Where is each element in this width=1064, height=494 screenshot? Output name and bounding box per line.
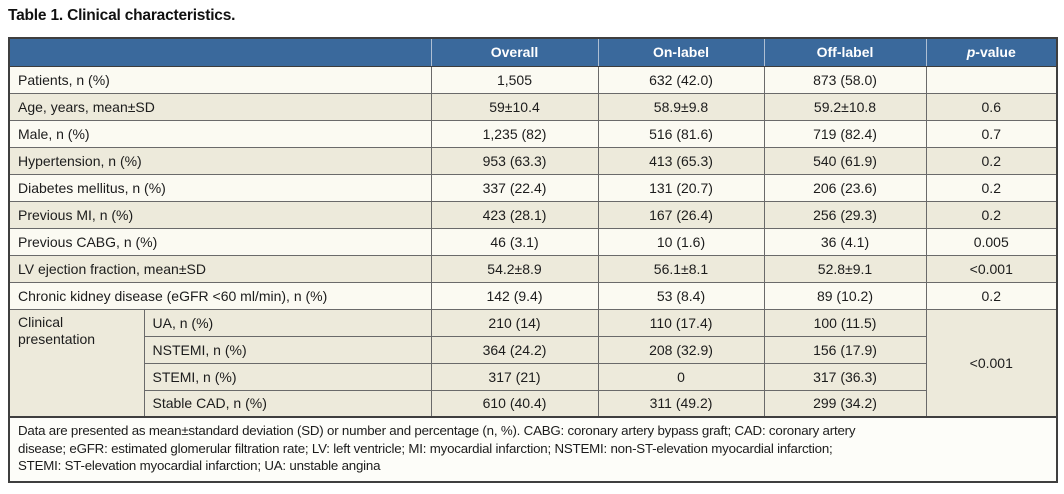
- off-label-value: 59.2±10.8: [763, 92, 927, 121]
- off-label-value: 299 (34.2): [763, 389, 927, 418]
- footnote-row: Data are presented as mean±standard devi…: [8, 416, 1058, 482]
- footnote-cell: Data are presented as mean±standard devi…: [8, 416, 1058, 482]
- p-value: <0.001: [925, 254, 1058, 283]
- table-title: Table 1. Clinical characteristics.: [8, 7, 236, 24]
- row-label: LV ejection fraction, mean±SD: [8, 254, 432, 283]
- table-row-previous-mi: Previous MI, n (%) 423 (28.1) 167 (26.4)…: [8, 200, 1058, 229]
- on-label-value: 0: [597, 362, 765, 391]
- group-p-value: <0.001: [925, 308, 1058, 418]
- table-header: Overall On-label Off-label p-value: [9, 38, 1057, 67]
- table-row-hypertension: Hypertension, n (%) 953 (63.3) 413 (65.3…: [8, 146, 1058, 175]
- table-row-clinical-ua: Clinical presentation UA, n (%) 210 (14)…: [8, 308, 1058, 418]
- on-label-value: 110 (17.4): [597, 308, 765, 337]
- table-row-lv-ejection: LV ejection fraction, mean±SD 54.2±8.9 5…: [8, 254, 1058, 283]
- on-label-value: 10 (1.6): [597, 227, 765, 256]
- table-row-previous-cabg: Previous CABG, n (%) 46 (3.1) 10 (1.6) 3…: [8, 227, 1058, 256]
- on-label-value: 516 (81.6): [597, 119, 765, 148]
- footnote-line: Data are presented as mean±standard devi…: [18, 423, 856, 438]
- row-label: Patients, n (%): [8, 65, 432, 94]
- table-row-clinical-stemi: STEMI, n (%) 317 (21) 0 317 (36.3): [9, 362, 1057, 391]
- off-label-value: 156 (17.9): [763, 335, 927, 364]
- off-label-value: 540 (61.9): [763, 146, 927, 175]
- table-row-clinical-nstemi: NSTEMI, n (%) 364 (24.2) 208 (32.9) 156 …: [9, 335, 1057, 364]
- on-label-value: 413 (65.3): [597, 146, 765, 175]
- overall-value: 1,505: [430, 65, 599, 94]
- overall-value: 610 (40.4): [430, 389, 599, 418]
- p-value: [925, 65, 1058, 94]
- on-label-value: 632 (42.0): [597, 65, 765, 94]
- row-label: Age, years, mean±SD: [8, 92, 432, 121]
- overall-value: 210 (14): [430, 308, 599, 337]
- on-label-value: 167 (26.4): [597, 200, 765, 229]
- off-label-value: 873 (58.0): [763, 65, 927, 94]
- on-label-value: 56.1±8.1: [597, 254, 765, 283]
- header-row: Overall On-label Off-label p-value: [9, 38, 1057, 67]
- off-label-value: 36 (4.1): [763, 227, 927, 256]
- overall-value: 364 (24.2): [430, 335, 599, 364]
- off-label-value: 719 (82.4): [763, 119, 927, 148]
- p-value-italic-p: p: [966, 44, 976, 61]
- overall-value: 54.2±8.9: [430, 254, 599, 283]
- table-row-age: Age, years, mean±SD 59±10.4 58.9±9.8 59.…: [8, 92, 1058, 121]
- on-label-value: 208 (32.9): [597, 335, 765, 364]
- off-label-value: 89 (10.2): [763, 281, 927, 310]
- row-label: Previous MI, n (%): [8, 200, 432, 229]
- p-value: 0.2: [925, 146, 1058, 175]
- sub-row-label: NSTEMI, n (%): [143, 335, 432, 364]
- off-label-value: 52.8±9.1: [763, 254, 927, 283]
- overall-value: 423 (28.1): [430, 200, 599, 229]
- p-value: 0.005: [925, 227, 1058, 256]
- table-row-chronic-kidney: Chronic kidney disease (eGFR <60 ml/min)…: [8, 281, 1058, 310]
- overall-value: 142 (9.4): [430, 281, 599, 310]
- sub-row-label: Stable CAD, n (%): [143, 389, 432, 418]
- overall-value: 337 (22.4): [430, 173, 599, 202]
- off-label-value: 206 (23.6): [763, 173, 927, 202]
- row-label: Diabetes mellitus, n (%): [8, 173, 432, 202]
- header-p-value: p-value: [925, 38, 1057, 67]
- overall-value: 953 (63.3): [430, 146, 599, 175]
- group-label-clinical-presentation: Clinical presentation: [8, 308, 145, 418]
- header-off-label: Off-label: [763, 38, 926, 67]
- footnote-line: disease; eGFR: estimated glomerular filt…: [18, 440, 833, 456]
- clinical-characteristics-table: Overall On-label Off-label p-value Patie…: [8, 37, 1058, 483]
- table-row-diabetes: Diabetes mellitus, n (%) 337 (22.4) 131 …: [8, 173, 1058, 202]
- overall-value: 1,235 (82): [430, 119, 599, 148]
- sub-row-label: STEMI, n (%): [143, 362, 432, 391]
- row-label: Hypertension, n (%): [8, 146, 432, 175]
- overall-value: 317 (21): [430, 362, 599, 391]
- p-value: 0.2: [925, 281, 1058, 310]
- off-label-value: 256 (29.3): [763, 200, 927, 229]
- p-value: 0.2: [925, 200, 1058, 229]
- p-value: 0.7: [925, 119, 1058, 148]
- footnote-line: STEMI: ST-elevation myocardial infarctio…: [18, 458, 381, 473]
- on-label-value: 311 (49.2): [597, 389, 765, 418]
- p-value-rest: -value: [975, 44, 1016, 61]
- row-label: Previous CABG, n (%): [8, 227, 432, 256]
- table-row-clinical-stable-cad: Stable CAD, n (%) 610 (40.4) 311 (49.2) …: [9, 389, 1057, 418]
- p-value: 0.6: [925, 92, 1058, 121]
- header-overall: Overall: [430, 38, 598, 67]
- off-label-value: 317 (36.3): [763, 362, 927, 391]
- overall-value: 59±10.4: [430, 92, 599, 121]
- header-empty-cell: [9, 38, 431, 67]
- off-label-value: 100 (11.5): [763, 308, 927, 337]
- overall-value: 46 (3.1): [430, 227, 599, 256]
- on-label-value: 131 (20.7): [597, 173, 765, 202]
- sub-row-label: UA, n (%): [143, 308, 432, 337]
- p-value: 0.2: [925, 173, 1058, 202]
- row-label: Chronic kidney disease (eGFR <60 ml/min)…: [8, 281, 432, 310]
- table-row-patients: Patients, n (%) 1,505 632 (42.0) 873 (58…: [8, 65, 1058, 94]
- on-label-value: 53 (8.4): [597, 281, 765, 310]
- on-label-value: 58.9±9.8: [597, 92, 765, 121]
- row-label: Male, n (%): [8, 119, 432, 148]
- table-row-male: Male, n (%) 1,235 (82) 516 (81.6) 719 (8…: [8, 119, 1058, 148]
- header-on-label: On-label: [597, 38, 764, 67]
